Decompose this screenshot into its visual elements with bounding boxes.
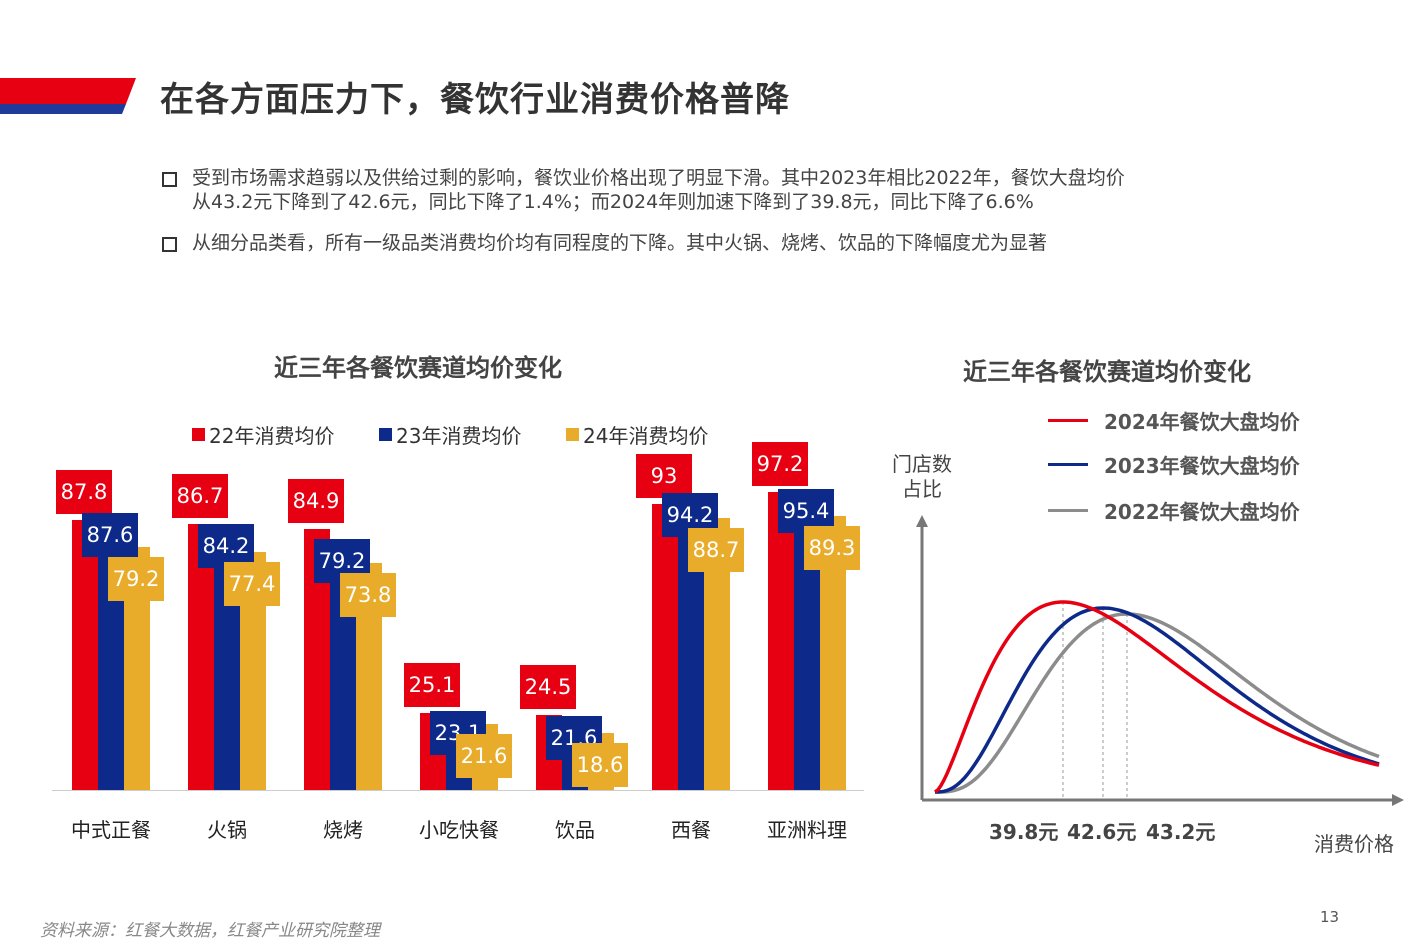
legend-label: 2024年餐饮大盘均价 [1104, 410, 1300, 434]
x-axis-arrow-icon [1392, 794, 1404, 806]
category-label: 烧烤 [323, 818, 363, 842]
category-label: 小吃快餐 [419, 818, 499, 842]
bullet-1: 受到市场需求趋弱以及供给过剩的影响，餐饮业价格出现了明显下滑。其中2023年相比… [162, 166, 1125, 214]
legend-item: 24年消费均价 [566, 420, 708, 449]
x-tick-label: 42.6元 [1067, 820, 1137, 844]
square-bullet-icon [162, 237, 177, 252]
line-chart-title: 近三年各餐饮赛道均价变化 [963, 358, 1251, 386]
data-label: 97.2 [752, 441, 808, 486]
series-line [935, 606, 1380, 794]
category-label: 亚洲料理 [767, 818, 847, 842]
bullet-2: 从细分品类看，所有一级品类消费均价均有同程度的下降。其中火锅、烧烤、饮品的下降幅… [162, 231, 1047, 255]
bullet-line: 从细分品类看，所有一级品类消费均价均有同程度的下降。其中火锅、烧烤、饮品的下降幅… [192, 232, 1048, 254]
legend-item: 22年消费均价 [192, 420, 334, 449]
x-tick-label: 43.2元 [1146, 820, 1216, 844]
bar [652, 504, 678, 790]
data-label: 79.2 [108, 556, 164, 601]
bar [768, 491, 794, 790]
data-label: 95.4 [778, 489, 834, 534]
data-label: 87.6 [82, 513, 138, 558]
data-label: 18.6 [572, 742, 628, 787]
x-axis-label: 消费价格 [1314, 832, 1394, 856]
data-label: 77.4 [224, 562, 280, 607]
legend-label: 22年消费均价 [209, 424, 335, 448]
bullet-line: 从43.2元下降到了42.6元，同比下降了1.4%；而2024年则加速下降到了3… [192, 191, 1034, 213]
legend-swatch [566, 428, 579, 441]
data-label: 86.7 [172, 473, 228, 518]
bullet-line: 受到市场需求趋弱以及供给过剩的影响，餐饮业价格出现了明显下滑。其中2023年相比… [192, 167, 1125, 189]
series-line [933, 600, 1380, 794]
legend-item: 2024年餐饮大盘均价 [1048, 406, 1300, 435]
legend-item: 23年消费均价 [379, 420, 521, 449]
legend-line [1048, 419, 1088, 422]
source-note: 资料来源：红餐大数据，红餐产业研究院整理 [40, 921, 380, 941]
data-label: 88.7 [688, 527, 744, 572]
category-label: 饮品 [555, 818, 595, 842]
data-label: 84.2 [198, 523, 254, 568]
legend-line [1048, 463, 1088, 466]
legend-line [1048, 509, 1088, 512]
category-label: 火锅 [207, 818, 247, 842]
y-axis-label: 门店数 占比 [892, 452, 952, 501]
category-label: 中式正餐 [71, 818, 151, 842]
bar-chart-baseline [52, 790, 864, 791]
title-accent-bar [0, 78, 136, 114]
data-label: 87.8 [56, 470, 112, 515]
legend-item: 2023年餐饮大盘均价 [1048, 450, 1300, 479]
legend-item: 2022年餐饮大盘均价 [1048, 496, 1300, 525]
legend-swatch [379, 428, 392, 441]
y-axis-arrow-icon [916, 515, 928, 527]
data-label: 24.5 [520, 664, 576, 709]
data-label: 89.3 [804, 525, 860, 570]
square-bullet-icon [162, 172, 177, 187]
data-label: 93 [636, 454, 692, 499]
data-label: 25.1 [404, 662, 460, 707]
data-label: 73.8 [340, 573, 396, 618]
legend-label: 2023年餐饮大盘均价 [1104, 454, 1300, 478]
legend-label: 23年消费均价 [396, 424, 522, 448]
legend-label: 2022年餐饮大盘均价 [1104, 500, 1300, 524]
x-tick-label: 39.8元 [989, 820, 1059, 844]
data-label: 21.6 [456, 733, 512, 778]
series-line [935, 612, 1380, 794]
bar [188, 523, 214, 790]
legend-label: 24年消费均价 [583, 424, 709, 448]
legend-swatch [192, 428, 205, 441]
bar-chart-title: 近三年各餐饮赛道均价变化 [274, 354, 562, 382]
bar [72, 520, 98, 790]
page-number: 13 [1320, 908, 1340, 926]
category-label: 西餐 [671, 818, 711, 842]
page-title: 在各方面压力下，餐饮行业消费价格普降 [160, 80, 790, 120]
data-label: 84.9 [288, 479, 344, 524]
